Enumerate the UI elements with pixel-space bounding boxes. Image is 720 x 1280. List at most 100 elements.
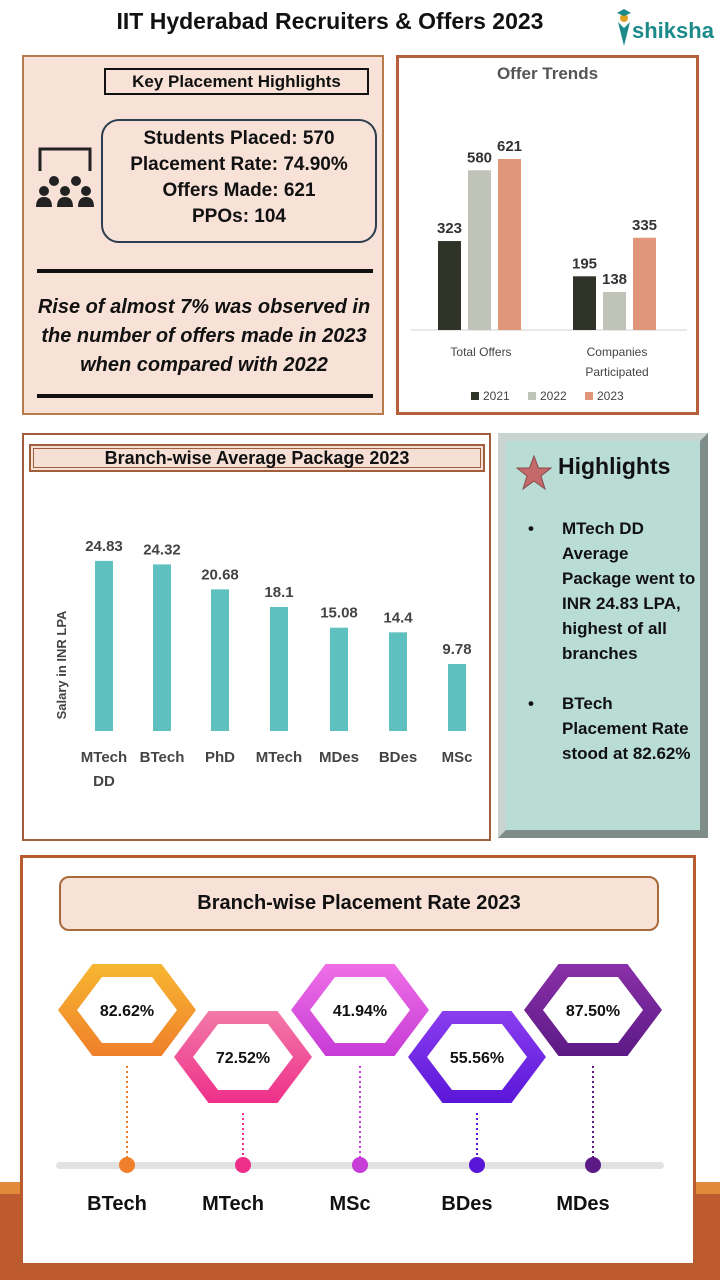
legend-label: 2021	[483, 389, 510, 403]
hexagon-inner	[310, 977, 410, 1043]
key-stats-box: Students Placed: 570 Placement Rate: 74.…	[101, 119, 377, 243]
category-label-line: MTech	[256, 749, 302, 766]
category-label: BTech	[140, 749, 185, 766]
category-label: MTech	[256, 749, 302, 766]
bar-2023	[498, 159, 521, 330]
offers-made: Offers Made: 621	[162, 180, 316, 201]
rate-label: 72.52%	[216, 1050, 270, 1067]
hexagon-inner	[77, 977, 177, 1043]
placement-rate-chart: 82.62% BTech 72.52% MTech 41.94% MSc 55.56% BDe…	[56, 964, 664, 1215]
category-label-line: BDes	[379, 749, 417, 766]
category-label-line: BTech	[140, 749, 185, 766]
offer-trends-panel: Offer Trends Total Offers Companies Parti…	[396, 55, 699, 415]
data-label: 335	[632, 217, 657, 234]
category-label: MDes	[319, 749, 359, 766]
data-label: 621	[497, 138, 522, 155]
highlights-panel: Highlights MTech DD Average Package went…	[498, 433, 708, 838]
hexagon-inner	[427, 1024, 527, 1090]
logo-mark-icon	[617, 9, 631, 46]
rate-label: 41.94%	[333, 1003, 387, 1020]
category-label-line: MTech	[81, 749, 127, 766]
divider	[37, 269, 373, 273]
highlights-list: MTech DD Average Package went to INR 24.…	[520, 516, 700, 791]
data-label: 15.08	[320, 605, 358, 622]
key-highlights-panel: Key Placement Highlights Students Placed…	[22, 55, 384, 415]
divider	[37, 394, 373, 398]
timeline-dot	[119, 1157, 135, 1173]
average-package-panel: Branch-wise Average Package 2023 Salary …	[22, 433, 491, 841]
bar	[95, 560, 113, 731]
placement-rate-title: Branch-wise Placement Rate 2023	[59, 876, 659, 931]
highlights-title: Highlights	[558, 453, 671, 479]
branch-label: MTech	[202, 1193, 264, 1215]
category-label: PhD	[205, 749, 235, 766]
branch-label: BTech	[87, 1193, 147, 1215]
bar-2023	[633, 237, 656, 330]
key-highlights-heading: Key Placement Highlights	[104, 68, 369, 95]
category-label-line: PhD	[205, 749, 235, 766]
timeline-dot	[235, 1157, 251, 1173]
ppos: PPOs: 104	[192, 206, 286, 227]
legend-swatch	[528, 392, 536, 400]
legend-swatch	[585, 392, 593, 400]
data-label: 9.78	[442, 641, 471, 658]
bar-2022	[468, 170, 491, 330]
average-package-chart: Salary in INR LPA 24.83 MTech DD 24.32 BTech…	[54, 538, 473, 790]
legend-label: 2022	[540, 389, 567, 403]
star-icon	[516, 455, 552, 491]
audience-presentation-icon	[36, 147, 94, 207]
data-label: 20.68	[201, 566, 239, 583]
bar	[211, 589, 229, 731]
data-label: 323	[437, 220, 462, 237]
placement-rate: Placement Rate: 74.90%	[130, 154, 348, 175]
bar	[153, 564, 171, 731]
offer-trends-title: Offer Trends	[496, 64, 599, 83]
branch-label: BDes	[441, 1193, 492, 1215]
bar	[448, 664, 466, 731]
category-label-line: DD	[93, 773, 115, 790]
data-label: 195	[572, 255, 597, 272]
average-package-title: Branch-wise Average Package 2023	[29, 444, 485, 472]
students-placed: Students Placed: 570	[143, 128, 335, 149]
placement-rate-panel: Branch-wise Placement Rate 2023 82.62% BT…	[20, 855, 696, 1266]
category-label-line: MDes	[319, 749, 359, 766]
timeline-dot	[469, 1157, 485, 1173]
rate-label: 87.50%	[566, 1003, 620, 1020]
bar	[389, 632, 407, 731]
category-label: MSc	[442, 749, 473, 766]
category-label-line: MSc	[442, 749, 473, 766]
bar-2022	[603, 292, 626, 330]
category-label-line: Participated	[585, 365, 648, 379]
category-label: Companies Participated	[585, 345, 648, 379]
offer-trends-chart: Total Offers Companies Participated 323 19…	[411, 138, 687, 403]
highlight-item: BTech Placement Rate stood at 82.62%	[520, 691, 700, 766]
hexagon-inner	[543, 977, 643, 1043]
data-label: 14.4	[383, 609, 413, 626]
legend-swatch	[471, 392, 479, 400]
bar-2021	[573, 276, 596, 330]
data-label: 24.83	[85, 538, 123, 555]
bar	[330, 627, 348, 731]
hexagon-inner	[193, 1024, 293, 1090]
bar-2021	[438, 241, 461, 330]
y-axis-label: Salary in INR LPA	[54, 610, 69, 719]
data-label: 138	[602, 271, 627, 288]
category-label: Total Offers	[450, 345, 511, 359]
logo-text: shiksha	[632, 18, 714, 43]
shiksha-logo: shiksha	[612, 8, 717, 48]
data-label: 18.1	[264, 584, 293, 601]
category-label: BDes	[379, 749, 417, 766]
page-title: IIT Hyderabad Recruiters & Offers 2023	[116, 8, 544, 34]
highlight-item: MTech DD Average Package went to INR 24.…	[520, 516, 700, 666]
branch-label: MSc	[329, 1193, 370, 1215]
rate-label: 82.62%	[100, 1003, 154, 1020]
category-label-line: Companies	[587, 345, 648, 359]
rate-label: 55.56%	[450, 1050, 504, 1067]
bar	[270, 607, 288, 731]
timeline-dot	[585, 1157, 601, 1173]
data-label: 580	[467, 149, 492, 166]
legend-label: 2023	[597, 389, 624, 403]
offers-note: Rise of almost 7% was observed in the nu…	[37, 296, 371, 376]
timeline-dot	[352, 1157, 368, 1173]
data-label: 24.32	[143, 541, 181, 558]
